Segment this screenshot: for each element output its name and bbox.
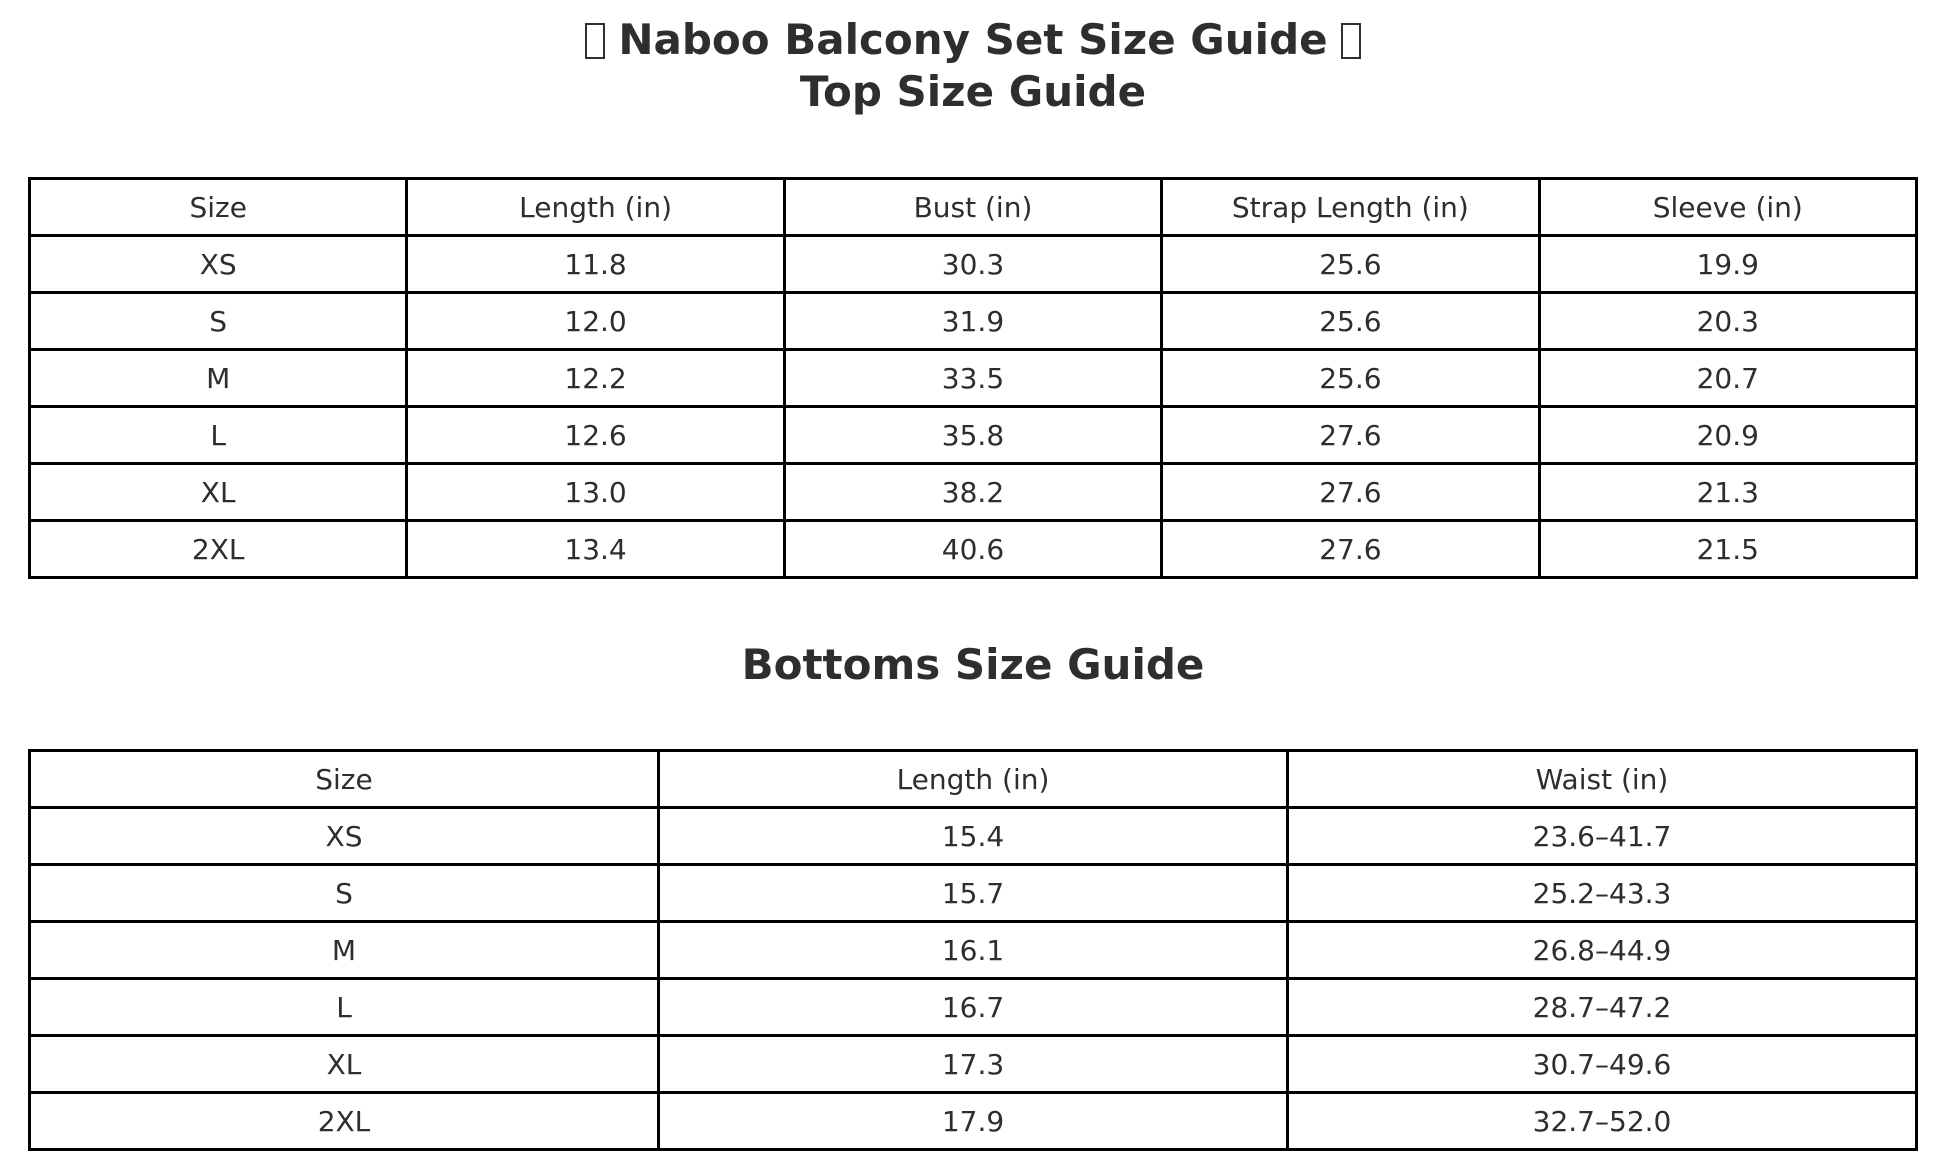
table-cell: 25.6 xyxy=(1160,348,1541,408)
table-cell: 17.3 xyxy=(657,1034,1289,1094)
table-row: 2XL 13.4 40.6 27.6 21.5 xyxy=(27,519,1919,579)
column-header: Length (in) xyxy=(405,177,786,237)
table-row: 2XL 17.9 32.7–52.0 xyxy=(28,1091,1918,1151)
table-cell: 28.7–47.2 xyxy=(1286,977,1918,1037)
table-cell: XL xyxy=(28,1034,660,1094)
table-cell: 12.2 xyxy=(405,348,786,408)
table-cell: 12.0 xyxy=(405,291,786,351)
table-cell: 26.8–44.9 xyxy=(1286,920,1918,980)
main-title: Naboo Balcony Set Size Guide xyxy=(0,14,1946,66)
top-size-guide-title: Top Size Guide xyxy=(799,67,1147,116)
table-cell: 27.6 xyxy=(1160,462,1541,522)
table-cell: 20.9 xyxy=(1537,405,1919,465)
table-cell: 16.7 xyxy=(657,977,1289,1037)
table-cell: 23.6–41.7 xyxy=(1286,806,1918,866)
main-title-text: Naboo Balcony Set Size Guide xyxy=(618,15,1328,64)
table-cell: 30.3 xyxy=(782,234,1164,294)
table-cell: 35.8 xyxy=(782,405,1164,465)
table-row: S 15.7 25.2–43.3 xyxy=(28,863,1918,923)
table-cell: 31.9 xyxy=(782,291,1164,351)
table-cell: 13.4 xyxy=(405,519,786,579)
table-cell: L xyxy=(27,405,409,465)
table-cell: 11.8 xyxy=(405,234,786,294)
table-row: XL 13.0 38.2 27.6 21.3 xyxy=(27,462,1919,522)
table-cell: M xyxy=(28,920,660,980)
table-cell: 17.9 xyxy=(657,1091,1289,1151)
table-cell: 15.4 xyxy=(657,806,1289,866)
table-row: XL 17.3 30.7–49.6 xyxy=(28,1034,1918,1094)
missing-glyph-box-icon xyxy=(1340,23,1361,59)
table-cell: L xyxy=(28,977,660,1037)
table-cell: 25.2–43.3 xyxy=(1286,863,1918,923)
bottoms-size-table: Size Length (in) Waist (in) XS 15.4 23.6–41.7… xyxy=(28,749,1918,1151)
table-cell: 2XL xyxy=(28,1091,660,1151)
table-cell: 19.9 xyxy=(1537,234,1919,294)
table-cell: 16.1 xyxy=(657,920,1289,980)
column-header: Bust (in) xyxy=(782,177,1164,237)
column-header: Waist (in) xyxy=(1286,749,1918,809)
table-cell: 21.5 xyxy=(1537,519,1919,579)
page-title-block: Naboo Balcony Set Size Guide Top Size Gu… xyxy=(0,0,1946,118)
table-cell: 38.2 xyxy=(782,462,1164,522)
column-header: Size xyxy=(27,177,409,237)
table-cell: 21.3 xyxy=(1537,462,1919,522)
column-header: Strap Length (in) xyxy=(1160,177,1541,237)
missing-glyph-box-icon xyxy=(585,23,606,59)
table-row: M 12.2 33.5 25.6 20.7 xyxy=(27,348,1919,408)
column-header: Sleeve (in) xyxy=(1537,177,1919,237)
table-row: S 12.0 31.9 25.6 20.3 xyxy=(27,291,1919,351)
table-cell: 25.6 xyxy=(1160,234,1541,294)
table-cell: 32.7–52.0 xyxy=(1286,1091,1918,1151)
table-cell: 20.7 xyxy=(1537,348,1919,408)
table-cell: 25.6 xyxy=(1160,291,1541,351)
table-header-row: Size Length (in) Waist (in) xyxy=(28,749,1918,809)
table-cell: 12.6 xyxy=(405,405,786,465)
table-header-row: Size Length (in) Bust (in) Strap Length (in… xyxy=(27,177,1919,237)
top-size-table: Size Length (in) Bust (in) Strap Length (in… xyxy=(27,177,1919,579)
table-cell: 2XL xyxy=(27,519,409,579)
table-cell: 33.5 xyxy=(782,348,1164,408)
column-header: Size xyxy=(28,749,660,809)
table-row: XS 15.4 23.6–41.7 xyxy=(28,806,1918,866)
table-cell: 20.3 xyxy=(1537,291,1919,351)
table-cell: 27.6 xyxy=(1160,519,1541,579)
table-cell: XS xyxy=(27,234,409,294)
table-row: M 16.1 26.8–44.9 xyxy=(28,920,1918,980)
table-row: L 12.6 35.8 27.6 20.9 xyxy=(27,405,1919,465)
table-cell: XL xyxy=(27,462,409,522)
table-cell: S xyxy=(27,291,409,351)
column-header: Length (in) xyxy=(657,749,1289,809)
table-row: XS 11.8 30.3 25.6 19.9 xyxy=(27,234,1919,294)
table-cell: 40.6 xyxy=(782,519,1164,579)
table-cell: XS xyxy=(28,806,660,866)
table-cell: 30.7–49.6 xyxy=(1286,1034,1918,1094)
table-cell: M xyxy=(27,348,409,408)
table-cell: 15.7 xyxy=(657,863,1289,923)
bottoms-size-guide-title: Bottoms Size Guide xyxy=(741,640,1205,689)
table-cell: S xyxy=(28,863,660,923)
table-row: L 16.7 28.7–47.2 xyxy=(28,977,1918,1037)
table-cell: 13.0 xyxy=(405,462,786,522)
table-cell: 27.6 xyxy=(1160,405,1541,465)
